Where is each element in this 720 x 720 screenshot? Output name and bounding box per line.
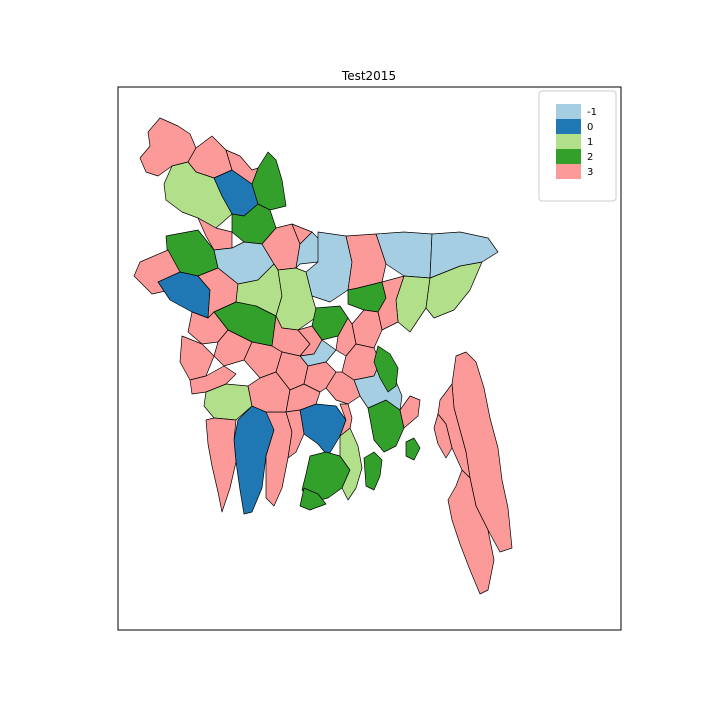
legend-label-1: 0 — [587, 122, 593, 133]
map-title: Test2015 — [341, 69, 396, 83]
district-d21 — [275, 267, 319, 331]
legend-swatch-3 — [556, 149, 581, 164]
legend-label-4: 3 — [587, 167, 593, 178]
district-d56 — [303, 361, 337, 393]
district-d61 — [405, 437, 421, 461]
legend-swatch-0 — [556, 104, 581, 119]
district-d54 — [299, 487, 327, 511]
district-d01 — [139, 117, 197, 177]
district-d55 — [325, 371, 361, 405]
district-d49 — [205, 417, 237, 513]
legend-swatch-2 — [556, 134, 581, 149]
legend-label-0: -1 — [587, 107, 597, 118]
district-d27 — [377, 275, 405, 331]
district-d37 — [203, 383, 253, 421]
district-d39 — [189, 365, 237, 395]
district-d30 — [429, 231, 499, 279]
district-d03 — [163, 161, 233, 229]
legend-swatch-4 — [556, 164, 581, 179]
district-d44 — [301, 451, 351, 503]
legend: -1 0 1 2 3 — [538, 90, 617, 202]
district-d06 — [225, 149, 259, 185]
legend-label-2: 1 — [587, 137, 593, 148]
district-d45 — [339, 427, 363, 501]
legend-swatch-1 — [556, 119, 581, 134]
district-d62 — [447, 469, 495, 595]
district-d14 — [291, 223, 313, 245]
district-d47 — [363, 451, 383, 491]
district-d60 — [373, 345, 399, 393]
district-d63 — [339, 403, 353, 437]
legend-label-3: 2 — [587, 152, 593, 163]
district-d05 — [251, 151, 287, 211]
district-layer — [133, 117, 513, 595]
district-d64 — [433, 413, 453, 459]
district-d53 — [285, 409, 305, 459]
district-d57 — [399, 395, 421, 429]
